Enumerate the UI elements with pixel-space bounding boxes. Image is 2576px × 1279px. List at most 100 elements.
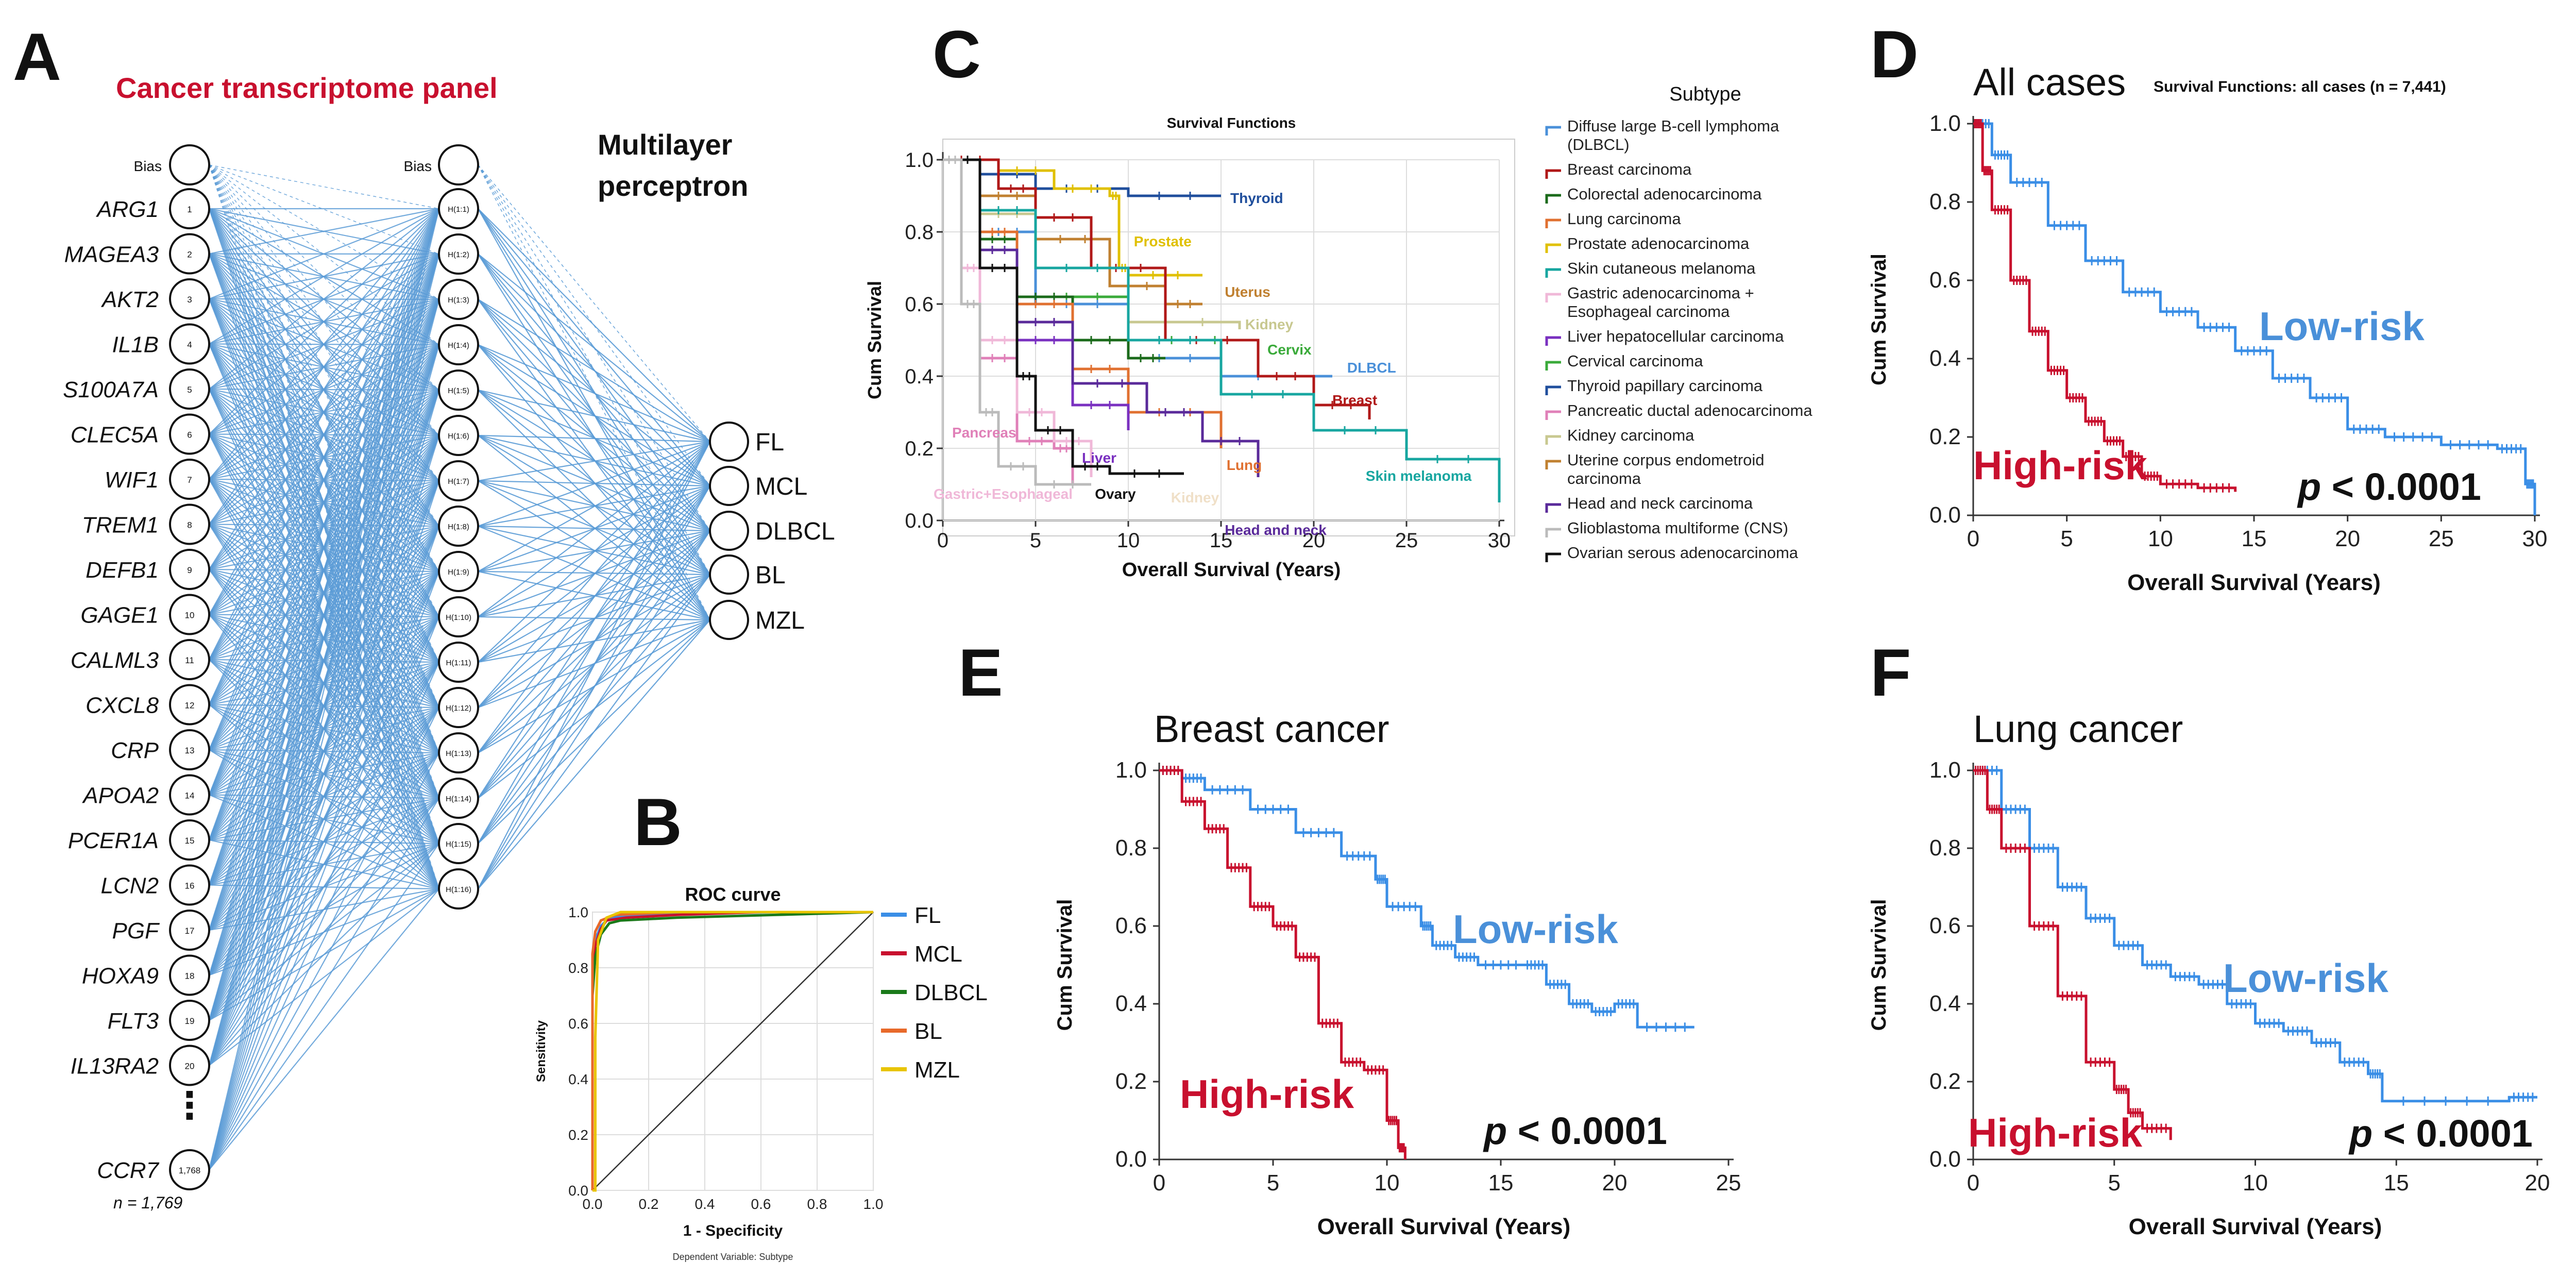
x-tick-label: 0 — [1967, 526, 1979, 551]
legend-swatch — [1545, 460, 1561, 469]
legend-label-mzl: MZL — [914, 1057, 960, 1083]
legend-label-bl: BL — [914, 1019, 942, 1044]
gene-label: WIF1 — [105, 467, 159, 493]
input-node-index: 2 — [187, 250, 192, 260]
legend-swatch — [1545, 552, 1561, 562]
hidden-node-label: H(1:11) — [446, 659, 471, 667]
curve-annotation: Breast — [1332, 392, 1377, 408]
legend-swatch — [1545, 169, 1561, 179]
input-node-index: 4 — [187, 340, 192, 350]
connection-input-hidden — [209, 888, 439, 1170]
legend-label: Breast carcinoma — [1567, 160, 1692, 178]
connection-input-hidden — [209, 662, 439, 1066]
survival-curve-low-risk — [1159, 769, 1694, 1029]
connection-hidden-output — [478, 441, 710, 708]
x-tick-label: 10 — [2243, 1170, 2268, 1196]
connection-input-hidden — [208, 571, 440, 1170]
hidden-node — [438, 551, 479, 592]
curve-annotation: Pancreas — [952, 425, 1016, 441]
p-value: p < 0.0001 — [2297, 465, 2481, 508]
connection-input-hidden — [209, 164, 439, 255]
hidden-node — [438, 369, 479, 411]
connection-input-hidden — [208, 208, 440, 975]
connection-input-hidden — [208, 526, 440, 1170]
legend-swatch — [1545, 293, 1561, 302]
connection-input-hidden — [208, 208, 440, 1066]
hidden-node — [438, 596, 479, 637]
y-tick-label: 0.4 — [1929, 991, 1961, 1016]
chart-subtitle: Survival Functions: all cases (n = 7,441… — [2154, 78, 2446, 95]
x-tick-label: 0 — [937, 529, 948, 552]
panel-label-b: B — [634, 784, 682, 860]
y-tick-label: 0.4 — [1115, 991, 1147, 1016]
connection-hidden-output — [478, 434, 710, 443]
input-node — [169, 549, 210, 590]
connection-hidden-output — [478, 480, 710, 576]
connection-input-hidden — [208, 616, 440, 1170]
gene-label: APOA2 — [81, 783, 159, 809]
y-tick-label: 0.6 — [1115, 913, 1147, 938]
x-axis-label: Overall Survival (Years) — [1122, 559, 1341, 581]
connection-input-hidden — [208, 208, 440, 795]
hidden-node — [438, 778, 479, 819]
gene-label: GAGE1 — [80, 603, 159, 628]
connection-hidden-output — [478, 619, 710, 889]
hidden-node — [438, 324, 479, 365]
y-tick-label: 0.4 — [1929, 346, 1961, 371]
gene-label: CXCL8 — [86, 693, 159, 718]
curve-annotation: Ovary — [1095, 486, 1136, 502]
p-value: p < 0.0001 — [1483, 1109, 1667, 1152]
y-tick-label: 0.6 — [905, 293, 934, 316]
gene-label: CRP — [111, 738, 159, 763]
legend-label-mcl: MCL — [914, 941, 962, 967]
gene-label: ARG1 — [95, 197, 159, 222]
input-node-index: 19 — [185, 1016, 195, 1026]
legend-label: Pancreatic ductal adenocarcinoma — [1567, 401, 1812, 419]
curve-annotation: Liver — [1082, 450, 1116, 466]
connection-input-hidden — [209, 208, 439, 660]
connection-input-hidden — [209, 208, 439, 390]
hidden-node — [438, 732, 479, 773]
connection-input-hidden — [208, 208, 440, 750]
survival-lung-chart: 0 5 10 15 20 0.0 0.2 0.4 0.6 0.8 1.0 Overall Surviv… — [1868, 708, 2550, 1239]
y-axis-label: Cum Survival — [1868, 254, 1890, 385]
connection-input-hidden — [208, 254, 440, 1170]
y-tick-label: 0.2 — [905, 437, 934, 460]
y-tick-label: 0.8 — [1115, 835, 1147, 861]
hidden-node — [438, 506, 479, 547]
connection-hidden-output — [478, 299, 710, 575]
x-tick-label: 0.2 — [639, 1196, 659, 1212]
p-symbol: p — [2348, 1112, 2372, 1155]
p-symbol: p — [1483, 1109, 1507, 1152]
hidden-node-label: H(1:14) — [446, 795, 471, 803]
legend-swatch — [1545, 528, 1561, 537]
x-tick-label: 0 — [1153, 1170, 1165, 1196]
connection-input-hidden — [209, 843, 439, 1066]
input-node — [169, 503, 210, 545]
y-tick-label: 0.6 — [1929, 267, 1961, 293]
legend-swatch — [1545, 218, 1561, 228]
connection-input-hidden — [208, 344, 440, 1170]
x-tick-label: 25 — [1395, 529, 1418, 552]
connection-input-hidden — [209, 208, 439, 255]
input-node — [169, 459, 210, 500]
legend-label: Cervical carcinoma — [1567, 352, 1703, 370]
hidden-node-label: H(1:7) — [448, 477, 469, 486]
y-axis-label: Cum Survival — [864, 281, 885, 399]
input-node — [169, 278, 210, 319]
input-node-index: 18 — [185, 971, 195, 981]
hidden-node-label: H(1:8) — [448, 523, 469, 531]
low-risk-label: Low-risk — [1453, 906, 1618, 952]
y-tick-label: 0.0 — [568, 1183, 588, 1199]
legend-swatch — [1545, 336, 1561, 346]
input-node-index: 14 — [185, 791, 195, 801]
connection-hidden-output — [478, 344, 710, 575]
connection-hidden-output — [478, 441, 710, 799]
legend-label: Lung carcinoma — [1567, 210, 1681, 228]
legend-label: Prostate adenocarcinoma — [1567, 234, 1750, 253]
survival-curve — [943, 158, 1184, 475]
input-node — [169, 774, 210, 816]
chart-title: Survival Functions — [1167, 115, 1296, 131]
gene-label: LCN2 — [101, 873, 159, 899]
low-risk-label: Low-risk — [2259, 304, 2425, 349]
